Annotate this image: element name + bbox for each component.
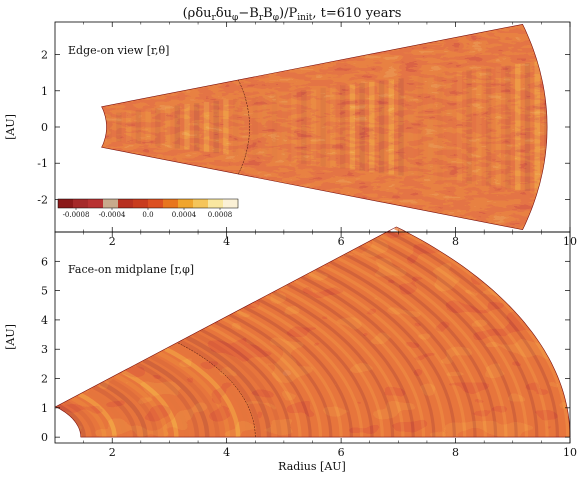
top-inner-arc <box>238 79 250 175</box>
y-tick-label: 5 <box>41 285 48 298</box>
x-axis-label: Radius [AU] <box>278 460 346 473</box>
y-tick-label: 1 <box>41 85 48 98</box>
colorbar-tick-label: -0.0004 <box>99 211 126 219</box>
colorbar-swatch <box>223 199 239 208</box>
top-panel-annotation: Edge-on view [r,θ] <box>68 44 169 57</box>
colorbar-tick-label: 0.0004 <box>172 211 197 219</box>
colorbar-tick-label: 0.0 <box>142 211 153 219</box>
y-tick-label: 2 <box>41 373 48 386</box>
bottom-panel: 2 4 6 8 10 0 1 2 3 4 5 6 Face-on midplane [r,φ] [AU… <box>4 226 577 473</box>
y-tick-label: -2 <box>37 193 48 206</box>
colorbar-tick-label: 0.0008 <box>208 211 233 219</box>
colorbar-swatch <box>73 199 89 208</box>
y-tick-label: 6 <box>41 255 48 268</box>
colorbar-swatch <box>58 199 74 208</box>
colorbar-swatch <box>208 199 224 208</box>
colorbar-swatch <box>178 199 194 208</box>
x-tick-label: 8 <box>452 446 459 459</box>
colorbar-swatch <box>193 199 209 208</box>
y-tick-label: 2 <box>41 49 48 62</box>
y-tick-label: 4 <box>41 314 48 327</box>
colorbar-swatch <box>118 199 134 208</box>
x-tick-label: 6 <box>338 235 345 248</box>
top-wedge-outline <box>101 23 548 231</box>
y-tick-label: 1 <box>41 402 48 415</box>
y-tick-label: 0 <box>41 431 48 444</box>
colorbar: -0.0008 -0.0004 0.0 0.0004 0.0008 <box>57 198 239 219</box>
x-tick-label: 2 <box>109 235 116 248</box>
y-tick-label: -1 <box>37 157 48 170</box>
colorbar-swatch <box>163 199 179 208</box>
y-tick-label: 3 <box>41 343 48 356</box>
x-tick-label: 2 <box>109 446 116 459</box>
bottom-y-axis-label: [AU] <box>4 324 17 350</box>
x-tick-label: 10 <box>563 446 577 459</box>
colorbar-swatch <box>148 199 164 208</box>
figure-title: (ρδurδuφ−BrBφ)/Pinit, t=610 years <box>183 6 402 23</box>
colorbar-tick-label: -0.0008 <box>63 211 90 219</box>
top-y-axis-label: [AU] <box>4 114 17 140</box>
bottom-panel-annotation: Face-on midplane [r,φ] <box>68 263 194 276</box>
colorbar-swatch <box>103 199 119 208</box>
bottom-inner-arc <box>177 342 256 438</box>
colorbar-swatch <box>133 199 149 208</box>
bottom-wedge-outline <box>54 226 571 438</box>
x-tick-label: 8 <box>452 235 459 248</box>
bottom-wedge-field <box>55 226 570 438</box>
bottom-axis-ticks: 2 4 6 8 10 0 1 2 3 4 5 6 <box>41 232 577 459</box>
y-tick-label: 0 <box>41 121 48 134</box>
x-tick-label: 6 <box>338 446 345 459</box>
x-tick-label: 4 <box>223 235 230 248</box>
x-tick-label: 4 <box>223 446 230 459</box>
colorbar-swatch <box>88 199 104 208</box>
